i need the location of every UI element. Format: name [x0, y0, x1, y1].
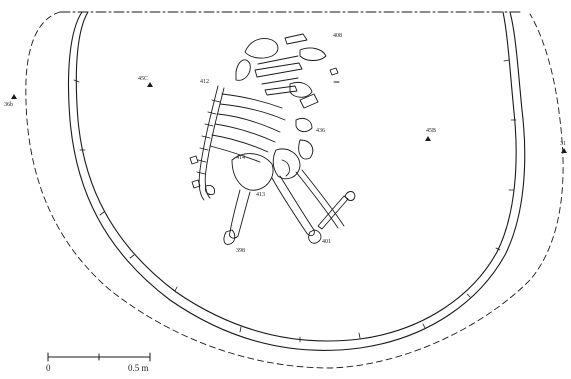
label-413: 413	[256, 192, 265, 198]
label-31: 31	[560, 141, 566, 147]
label-436: 436	[316, 128, 325, 134]
outer-dashed-contour	[25, 11, 564, 369]
scale-bar-graphic	[47, 352, 151, 362]
pit-edge-ticks	[73, 59, 517, 343]
label-45c: 45C	[138, 76, 148, 82]
label-45b: 45B	[426, 128, 436, 134]
point-markers	[11, 82, 567, 153]
label-401: 401	[322, 239, 331, 245]
label-398: 398	[236, 248, 245, 254]
pit-edge-outer	[67, 11, 526, 351]
marker-45b	[425, 136, 431, 141]
label-412: 412	[200, 79, 209, 85]
label-36b: 36b	[4, 102, 13, 108]
feature-labels: 408 45C 412 436 414 45B 413 398 401 36b …	[4, 33, 566, 254]
marker-45c	[147, 82, 153, 87]
pit-edge-inner	[75, 11, 517, 342]
marker-36b	[11, 94, 17, 99]
marker-31	[561, 148, 567, 153]
scale-start-label: 0	[46, 363, 51, 373]
scale-end-label: 0.5 m	[128, 363, 149, 373]
label-414: 414	[236, 155, 245, 161]
skeleton-remains	[189, 33, 356, 245]
label-408: 408	[333, 33, 342, 39]
